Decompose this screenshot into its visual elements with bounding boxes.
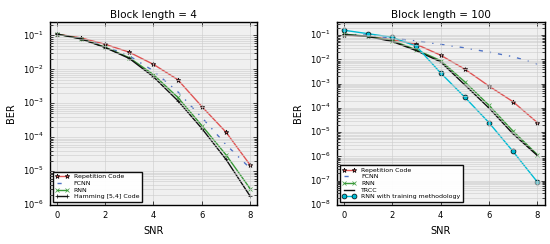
RNN: [53, 33, 60, 36]
Line: Repetition Code: Repetition Code: [54, 32, 252, 168]
RNN: [174, 96, 181, 99]
Hamming [5,4] Code: [150, 75, 157, 78]
Line: Hamming [5,4] Code: Hamming [5,4] Code: [54, 32, 252, 199]
RNN with training methodology: [510, 150, 516, 153]
RNN with training methodology: [365, 32, 371, 35]
TRCC: [389, 40, 395, 43]
Repetition Code: [340, 34, 347, 37]
Line: RNN: RNN: [342, 32, 540, 157]
RNN: [126, 56, 133, 59]
Repetition Code: [126, 51, 133, 54]
Title: Block length = 100: Block length = 100: [390, 10, 491, 20]
RNN with training methodology: [486, 121, 492, 124]
RNN: [340, 33, 347, 36]
FCNN: [174, 90, 181, 93]
TRCC: [510, 132, 516, 135]
Y-axis label: BER: BER: [293, 104, 303, 123]
FCNN: [437, 43, 444, 46]
Repetition Code: [437, 54, 444, 57]
Repetition Code: [150, 63, 157, 66]
Repetition Code: [534, 121, 541, 124]
RNN: [486, 104, 492, 107]
RNN: [389, 39, 395, 42]
Hamming [5,4] Code: [199, 127, 205, 130]
Repetition Code: [223, 131, 229, 134]
Line: FCNN: FCNN: [344, 34, 537, 64]
FCNN: [365, 34, 371, 37]
Line: TRCC: TRCC: [344, 35, 537, 155]
RNN: [365, 35, 371, 38]
Line: RNN with training methodology: RNN with training methodology: [342, 28, 540, 184]
RNN with training methodology: [389, 36, 395, 39]
Legend: Repetition Code, FCNN, RNN, Hamming [5,4] Code: Repetition Code, FCNN, RNN, Hamming [5,4…: [53, 172, 142, 202]
FCNN: [510, 55, 516, 58]
Legend: Repetition Code, FCNN, RNN, TRCC, RNN with training methodology: Repetition Code, FCNN, RNN, TRCC, RNN wi…: [340, 165, 463, 202]
Repetition Code: [247, 164, 254, 167]
Repetition Code: [389, 38, 395, 41]
Repetition Code: [365, 35, 371, 38]
RNN with training methodology: [340, 29, 347, 32]
Repetition Code: [510, 100, 516, 103]
Repetition Code: [53, 33, 60, 36]
FCNN: [150, 70, 157, 72]
TRCC: [437, 60, 444, 63]
Hamming [5,4] Code: [102, 46, 108, 49]
Repetition Code: [413, 43, 420, 46]
Hamming [5,4] Code: [247, 195, 254, 198]
RNN with training methodology: [437, 71, 444, 74]
FCNN: [78, 37, 84, 40]
FCNN: [102, 45, 108, 48]
RNN: [199, 124, 205, 127]
Line: RNN: RNN: [54, 32, 252, 191]
TRCC: [461, 83, 468, 86]
RNN: [247, 187, 254, 190]
Hamming [5,4] Code: [78, 38, 84, 41]
Hamming [5,4] Code: [126, 57, 133, 60]
Repetition Code: [174, 78, 181, 81]
RNN: [78, 37, 84, 40]
RNN: [510, 130, 516, 133]
Repetition Code: [102, 43, 108, 46]
FCNN: [389, 37, 395, 40]
Repetition Code: [486, 85, 492, 88]
X-axis label: SNR: SNR: [144, 226, 164, 236]
Hamming [5,4] Code: [223, 158, 229, 161]
TRCC: [340, 33, 347, 36]
Y-axis label: BER: BER: [6, 104, 16, 123]
RNN: [534, 153, 541, 156]
FCNN: [53, 33, 60, 36]
TRCC: [486, 106, 492, 109]
Hamming [5,4] Code: [174, 99, 181, 102]
TRCC: [413, 49, 420, 52]
FCNN: [340, 33, 347, 36]
RNN: [437, 59, 444, 62]
TRCC: [365, 35, 371, 38]
RNN: [461, 80, 468, 83]
FCNN: [486, 51, 492, 54]
Line: FCNN: FCNN: [57, 34, 250, 168]
FCNN: [126, 54, 133, 57]
Repetition Code: [78, 36, 84, 39]
RNN: [223, 153, 229, 156]
Repetition Code: [461, 68, 468, 71]
RNN with training methodology: [461, 96, 468, 99]
Line: Repetition Code: Repetition Code: [342, 33, 540, 125]
FCNN: [534, 62, 541, 65]
FCNN: [223, 143, 229, 146]
FCNN: [199, 116, 205, 119]
RNN with training methodology: [534, 180, 541, 183]
Title: Block length = 4: Block length = 4: [110, 10, 197, 20]
Repetition Code: [199, 105, 205, 108]
RNN: [102, 46, 108, 49]
FCNN: [247, 167, 254, 170]
TRCC: [534, 154, 541, 157]
X-axis label: SNR: SNR: [430, 226, 450, 236]
Hamming [5,4] Code: [53, 33, 60, 36]
RNN with training methodology: [413, 45, 420, 48]
RNN: [150, 73, 157, 76]
FCNN: [413, 40, 420, 42]
FCNN: [461, 46, 468, 49]
RNN: [413, 48, 420, 51]
